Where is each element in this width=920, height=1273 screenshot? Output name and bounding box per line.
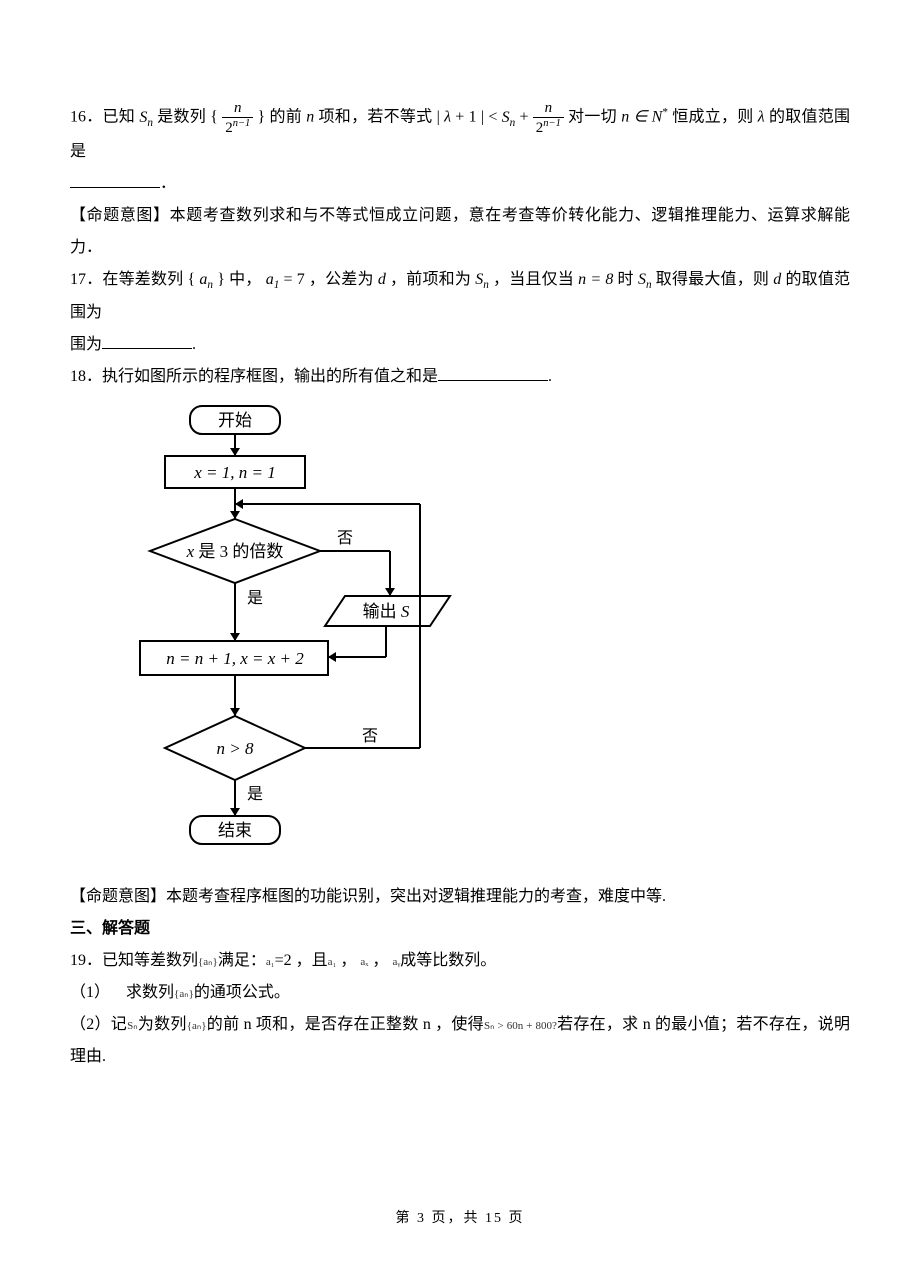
text: 对一切: [568, 109, 617, 126]
arrowhead-icon: [230, 708, 240, 716]
sym-an: an: [199, 271, 213, 288]
arrowhead-icon: [230, 511, 240, 519]
text: 恒成立，则: [672, 109, 753, 126]
arrowhead-icon: [230, 448, 240, 456]
document-page: 16．已知 Sn 是数列 { n 2n−1 } 的前 n 项和，若不等式 | λ…: [0, 0, 920, 1273]
init-text: x = 1, n = 1: [193, 463, 276, 482]
arrowhead-icon: [230, 808, 240, 816]
section-3-title: 三、解答题: [70, 913, 850, 945]
q19-part1: （1） 求数列{aₙ}的通项公式。: [70, 977, 850, 1009]
output-text: 输出 S: [363, 602, 410, 621]
text: ．已知: [86, 109, 135, 126]
question-18: 18．执行如图所示的程序框图，输出的所有值之和是.: [70, 361, 850, 393]
fraction-1: n 2n−1: [222, 100, 253, 136]
q17-number: 17: [70, 271, 86, 288]
text: } 的前: [258, 109, 302, 126]
label-no: 否: [362, 728, 378, 745]
q16-number: 16: [70, 109, 86, 126]
arrowhead-icon: [235, 499, 243, 509]
q18-intent: 【命题意图】本题考查程序框图的功能识别，突出对逻辑推理能力的考查，难度中等.: [70, 881, 850, 913]
text: 是数列 {: [157, 109, 218, 126]
arrowhead-icon: [385, 588, 395, 596]
sym-Sn: Sn: [475, 271, 489, 288]
question-16: 16．已知 Sn 是数列 { n 2n−1 } 的前 n 项和，若不等式 | λ…: [70, 100, 850, 168]
sym-Sn: Sn: [502, 109, 516, 126]
end-text: 结束: [218, 821, 252, 840]
label-yes: 是: [247, 590, 263, 607]
label-yes: 是: [247, 786, 263, 803]
label-no: 否: [337, 530, 353, 547]
q19-part2: （2）记Sₙ为数列{aₙ}的前 n 项和，是否存在正整数 n ，使得Sₙ > 6…: [70, 1009, 850, 1073]
q18-number: 18: [70, 368, 86, 385]
answer-blank: [102, 332, 192, 349]
flowchart: 开始 x = 1, n = 1 x 是 3 的倍数 否 输出 S: [90, 401, 850, 873]
blank-line: ．: [70, 168, 850, 200]
flowchart-svg: 开始 x = 1, n = 1 x 是 3 的倍数 否 输出 S: [90, 401, 460, 861]
arrowhead-icon: [328, 652, 336, 662]
question-19: 19．已知等差数列{aₙ}满足：a₁=2 ，且a₁ ， aₓ ， aᵧ成等比数列…: [70, 945, 850, 977]
q17-tail: 围为.: [70, 329, 850, 361]
arrowhead-icon: [230, 633, 240, 641]
q16-intent: 【命题意图】本题考查数列求和与不等式恒成立问题，意在考查等价转化能力、逻辑推理能…: [70, 200, 850, 264]
answer-blank: [70, 171, 160, 188]
sym-a1: a1: [266, 271, 280, 288]
question-17: 17．在等差数列 { an } 中， a1 = 7 ，公差为 d ，前项和为 S…: [70, 264, 850, 329]
cond2-text: n > 8: [217, 739, 254, 758]
answer-blank: [438, 364, 548, 381]
sym-Sn: Sn: [638, 271, 652, 288]
text: 项和，若不等式 |: [319, 109, 445, 126]
start-text: 开始: [218, 411, 252, 430]
q19-number: 19: [70, 952, 86, 969]
fraction-2: n 2n−1: [533, 100, 564, 136]
page-footer: 第 3 页，共 15 页: [0, 1205, 920, 1233]
cond1-text: x 是 3 的倍数: [186, 542, 284, 561]
sym-Sn: Sn: [139, 109, 153, 126]
step-text: n = n + 1, x = x + 2: [166, 649, 304, 668]
